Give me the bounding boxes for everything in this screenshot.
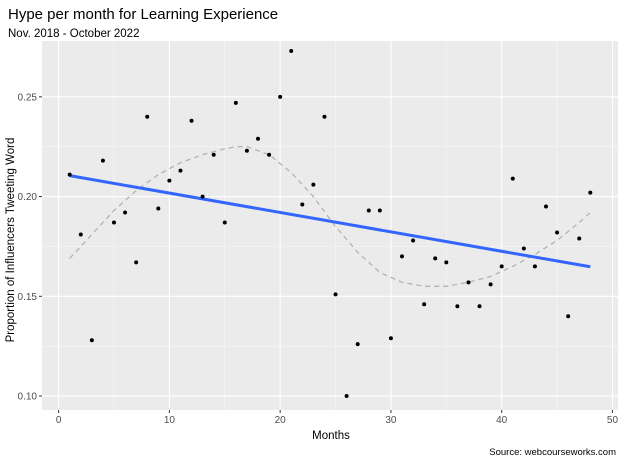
data-point — [233, 100, 238, 105]
data-point — [89, 338, 94, 343]
data-point — [377, 208, 382, 213]
data-point — [355, 342, 360, 347]
x-tick-label: 0 — [56, 415, 62, 426]
data-point — [588, 190, 593, 195]
data-point — [256, 136, 260, 141]
y-tick-label: 0.25 — [18, 92, 38, 103]
data-points — [67, 48, 593, 399]
data-point — [267, 152, 272, 157]
x-axis-title: Months — [312, 430, 350, 442]
data-point — [322, 114, 327, 119]
data-point — [344, 394, 349, 399]
data-point — [100, 158, 105, 163]
x-tick-label: 40 — [496, 415, 508, 426]
data-point — [211, 152, 216, 157]
x-tick-label: 50 — [607, 415, 619, 426]
data-point — [189, 118, 194, 123]
data-point — [400, 254, 404, 259]
data-point — [167, 178, 172, 183]
data-point — [222, 220, 227, 225]
linear-fit-line — [69, 174, 591, 269]
data-point — [477, 304, 482, 309]
data-point — [366, 208, 371, 213]
data-point — [466, 280, 471, 285]
data-point — [278, 94, 283, 99]
data-point — [311, 182, 316, 187]
data-point — [510, 176, 515, 181]
x-tick-label: 10 — [164, 415, 176, 426]
smooth-fit-line — [69, 146, 591, 287]
data-point — [333, 292, 338, 297]
data-point — [499, 264, 504, 269]
data-point — [544, 204, 548, 209]
data-point — [566, 314, 571, 319]
data-point — [521, 246, 526, 251]
data-point — [555, 230, 560, 235]
x-tick-label: 20 — [275, 415, 287, 426]
data-point — [532, 264, 537, 269]
data-point — [411, 238, 416, 243]
caption: Source: webcourseworks.com — [489, 447, 616, 458]
data-point — [156, 206, 161, 211]
data-point — [244, 148, 249, 153]
x-axis-ticks: 0 10 20 30 40 50 — [56, 410, 619, 426]
data-point — [388, 336, 393, 341]
data-point — [200, 194, 205, 199]
data-point — [112, 220, 116, 225]
data-point — [577, 236, 582, 241]
data-point — [134, 260, 139, 265]
data-point — [433, 256, 438, 261]
chart-subtitle: Nov. 2018 - October 2022 — [8, 28, 139, 40]
y-tick-label: 0.10 — [18, 392, 38, 403]
grid-major — [42, 41, 618, 410]
x-tick-label: 30 — [385, 415, 397, 426]
data-point — [123, 210, 128, 215]
data-point — [444, 260, 449, 265]
data-point — [145, 114, 150, 119]
y-tick-label: 0.15 — [18, 292, 38, 303]
data-point — [289, 48, 294, 53]
data-point — [67, 172, 72, 177]
data-point — [300, 202, 305, 207]
plot-panel — [42, 41, 618, 410]
data-point — [488, 282, 493, 287]
data-point — [455, 304, 460, 309]
data-point — [78, 232, 83, 237]
y-axis-title: Proportion of Influencers Tweeting Word — [5, 138, 17, 343]
data-point — [422, 302, 427, 307]
chart-title: Hype per month for Learning Experience — [8, 6, 278, 23]
y-axis-ticks: 0.10 0.15 0.20 0.25 — [18, 92, 42, 403]
data-point — [178, 168, 183, 173]
y-tick-label: 0.20 — [18, 192, 38, 203]
